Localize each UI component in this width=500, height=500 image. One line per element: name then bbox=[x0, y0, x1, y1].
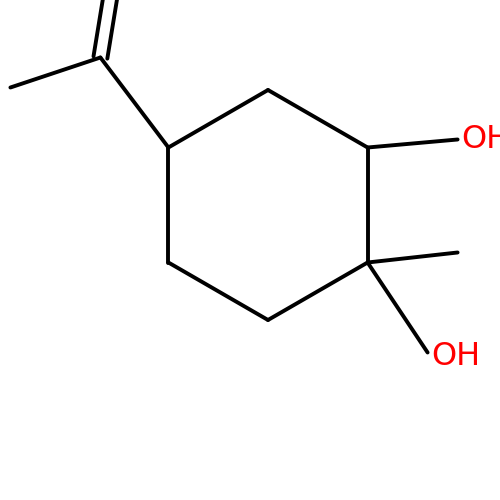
Text: OH: OH bbox=[432, 341, 480, 372]
Text: OH: OH bbox=[462, 124, 500, 155]
